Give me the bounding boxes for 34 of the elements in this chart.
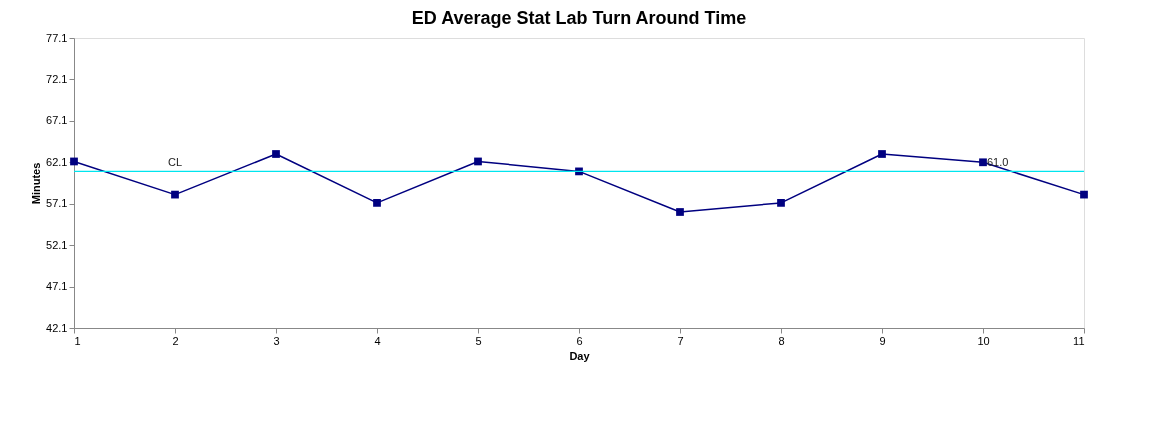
- y-tick-label: 57.1: [46, 197, 68, 210]
- annotation: 61.0: [987, 156, 1009, 169]
- chart-title: ED Average Stat Lab Turn Around Time: [411, 8, 747, 28]
- point: [878, 150, 886, 158]
- y-tick-label: 72.1: [46, 72, 68, 85]
- y-tick-label: 77.1: [46, 31, 68, 44]
- y-tick-label: 52.1: [46, 238, 68, 251]
- point: [777, 199, 785, 207]
- point: [171, 190, 179, 199]
- point: [979, 158, 987, 167]
- point: [272, 150, 280, 158]
- x-tick-label: 3: [273, 334, 280, 347]
- point: [373, 199, 381, 207]
- ref-line-label: CL: [167, 156, 183, 169]
- x-tick-label: 6: [576, 334, 583, 347]
- x-tick-label: 9: [879, 334, 886, 347]
- point: [70, 157, 78, 166]
- x-tick-label: 10: [977, 334, 990, 347]
- point: [676, 208, 684, 216]
- x-tick-label: 5: [475, 334, 482, 347]
- point: [474, 157, 482, 166]
- y-tick-label: 62.1: [46, 155, 68, 168]
- x-tick-label: 8: [778, 334, 785, 347]
- y-tick-label: 67.1: [46, 114, 68, 127]
- x-tick-label: 7: [677, 334, 684, 347]
- x-axis-title: Day: [569, 349, 591, 362]
- y-tick-label: 42.1: [46, 321, 68, 334]
- y-tick-label: 47.1: [46, 280, 68, 293]
- y-axis-title: Minutes: [30, 162, 43, 205]
- x-tick-label: 4: [374, 334, 381, 347]
- point: [1080, 190, 1088, 199]
- x-tick-label: 11: [1073, 334, 1085, 347]
- x-tick-label: 1: [74, 334, 81, 347]
- x-tick-label: 2: [172, 334, 179, 347]
